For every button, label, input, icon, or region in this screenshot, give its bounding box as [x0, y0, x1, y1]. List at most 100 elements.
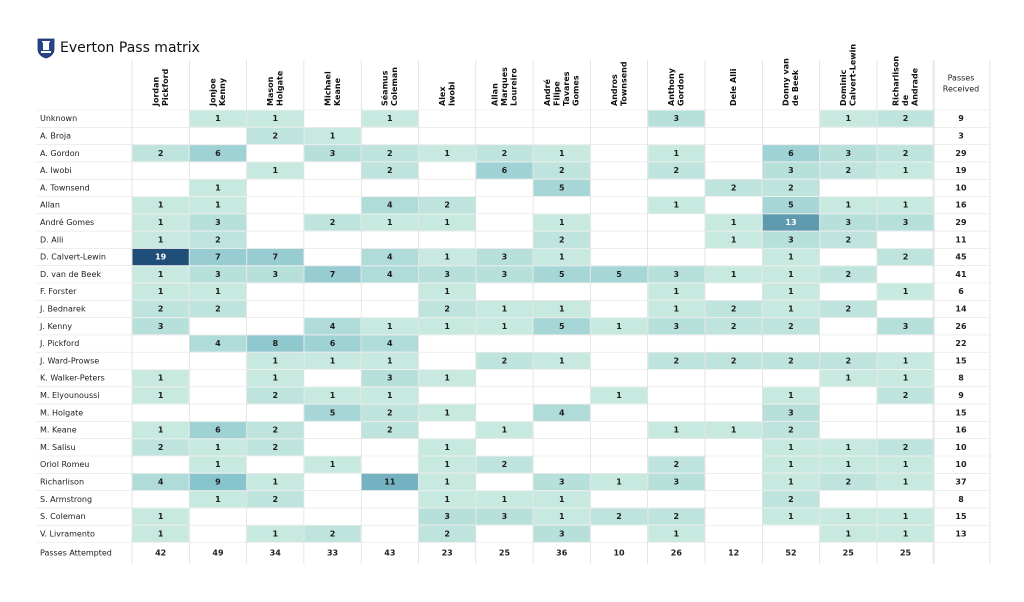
- heatmap-cell: [361, 110, 418, 127]
- cell-value: 1: [444, 460, 450, 469]
- heatmap-cell: [419, 266, 476, 283]
- heatmap-cell: [189, 110, 247, 127]
- cell-value: 3: [215, 270, 221, 279]
- heatmap-cell: [533, 248, 590, 266]
- cell-value: 7: [272, 253, 278, 262]
- heatmap-cell: [304, 456, 361, 473]
- heatmap-cell: [132, 197, 189, 214]
- heatmap-cell: [762, 352, 820, 369]
- cell-value: 1: [559, 253, 565, 262]
- cell-value: 1: [788, 391, 794, 400]
- heatmap-cell: [247, 162, 304, 179]
- cell-value: 1: [502, 322, 508, 331]
- cell-value: 2: [387, 408, 393, 417]
- heatmap-cell: [132, 473, 189, 491]
- cell-value: 1: [903, 529, 909, 538]
- row-label: J. Pickford: [39, 339, 79, 348]
- heatmap-cell: [304, 404, 361, 421]
- cell-value: 1: [272, 166, 278, 175]
- column-header: Mason Holgate: [266, 70, 285, 106]
- heatmap-cell: [476, 300, 533, 318]
- cell-value: 8: [272, 339, 278, 348]
- heatmap-cell: [533, 231, 590, 248]
- passes-received-header: Received: [943, 85, 979, 94]
- heatmap-cell: [533, 508, 590, 525]
- cell-value: 1: [330, 460, 336, 469]
- cell-value: 1: [674, 287, 680, 296]
- column-header: Dele Alli: [729, 68, 738, 106]
- row-label: D. van de Beek: [40, 270, 101, 279]
- heatmap-cell: [590, 387, 648, 404]
- heatmap-cell: [419, 525, 476, 542]
- column-header-label: Coleman: [390, 67, 399, 106]
- heatmap-cell: [189, 266, 247, 283]
- cell-value: 1: [387, 218, 393, 227]
- heatmap-cell: [877, 214, 934, 231]
- passes-received-value: 29: [955, 149, 967, 158]
- cell-value: 1: [330, 131, 336, 140]
- heatmap-cell: [304, 335, 361, 352]
- heatmap-cell: [132, 525, 189, 542]
- cell-value: 1: [903, 166, 909, 175]
- heatmap-cell: [476, 145, 533, 162]
- heatmap-cell: [304, 352, 361, 369]
- heatmap-cell: [361, 266, 418, 283]
- passes-received-value: 8: [958, 374, 964, 383]
- heatmap-cell: [705, 214, 762, 231]
- passes-received-value: 10: [955, 183, 967, 192]
- heatmap-cell: [820, 508, 877, 525]
- heatmap-cell: [132, 387, 189, 404]
- passes-attempted-value: 34: [270, 549, 282, 558]
- cell-value: 1: [444, 374, 450, 383]
- cell-value: 1: [731, 426, 737, 435]
- heatmap-cell: [361, 145, 418, 162]
- heatmap-cell: [762, 404, 820, 421]
- column-header: Séamus Coleman: [380, 67, 400, 106]
- cell-value: 2: [502, 356, 508, 365]
- passes-attempted-value: 43: [384, 549, 395, 558]
- cell-value: 1: [444, 149, 450, 158]
- passes-attempted-value: 52: [785, 549, 796, 558]
- cell-value: 1: [444, 218, 450, 227]
- row-label: F. Forster: [40, 287, 77, 296]
- heatmap-cell: [132, 145, 189, 162]
- cell-value: 2: [731, 183, 737, 192]
- cell-value: 1: [559, 495, 565, 504]
- cell-value: 1: [215, 201, 221, 210]
- cell-value: 2: [731, 356, 737, 365]
- heatmap-cell: [762, 283, 820, 300]
- column-header-label: Iwobi: [447, 81, 456, 106]
- cell-value: 2: [845, 356, 851, 365]
- heatmap-cell: [419, 197, 476, 214]
- passes-received-value: 19: [955, 166, 967, 175]
- column-header: Alex Iwobi: [438, 81, 457, 106]
- cell-value: 1: [731, 235, 737, 244]
- heatmap-cell: [132, 421, 189, 439]
- cell-value: 1: [387, 356, 393, 365]
- passes-received-value: 15: [955, 408, 967, 417]
- cell-value: 2: [903, 443, 909, 452]
- heatmap-cell: [247, 127, 304, 145]
- passes-attempted-value: 36: [556, 549, 568, 558]
- column-header-label: Townsend: [619, 61, 628, 106]
- heatmap-cell: [419, 248, 476, 266]
- heatmap-cell: [476, 266, 533, 283]
- row-label: K. Walker-Peters: [40, 374, 105, 383]
- column-header-label: Loureiro: [509, 68, 518, 106]
- heatmap-cell: [533, 162, 590, 179]
- column-header: Richarlison de Andrade: [892, 56, 920, 106]
- heatmap-cell: [419, 300, 476, 318]
- heatmap-cell: [762, 439, 820, 456]
- cell-value: 2: [731, 304, 737, 313]
- passes-received-value: 41: [955, 270, 967, 279]
- passes-received-value: 29: [955, 218, 967, 227]
- heatmap-cell: [419, 370, 476, 387]
- cell-value: 2: [272, 391, 278, 400]
- passes-received-value: 9: [958, 114, 964, 123]
- cell-value: 1: [674, 201, 680, 210]
- heatmap-cell: [419, 318, 476, 335]
- cell-value: 2: [788, 322, 794, 331]
- heatmap-cell: [189, 439, 247, 456]
- row-label: S. Armstrong: [40, 495, 92, 504]
